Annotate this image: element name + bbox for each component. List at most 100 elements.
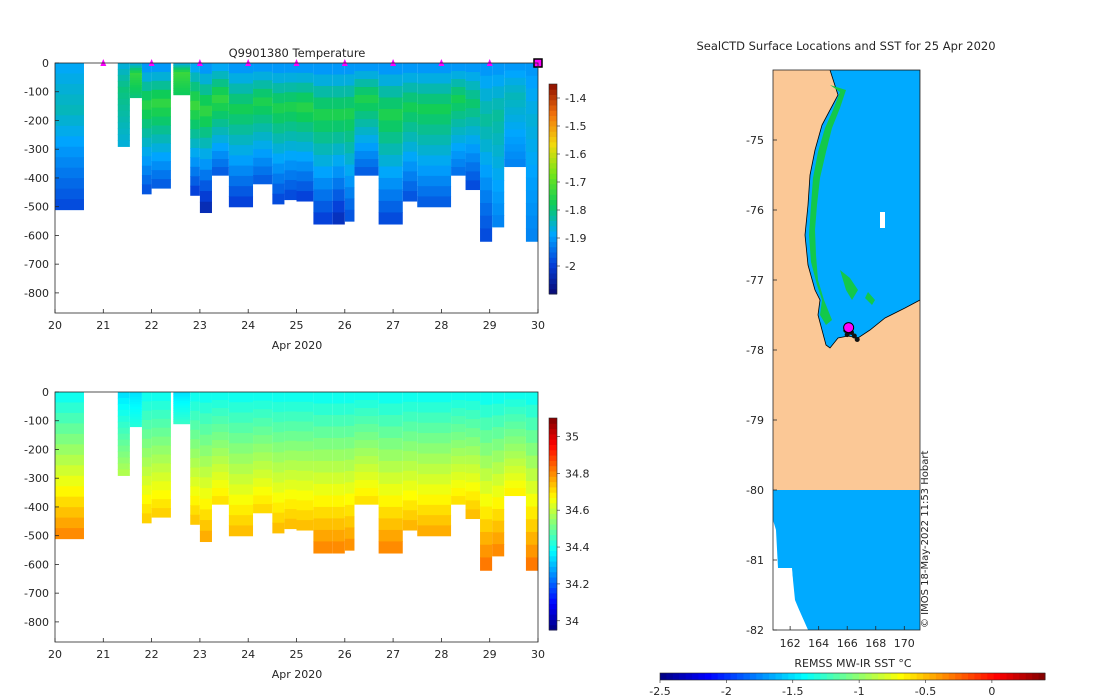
profile-cell: [465, 446, 481, 456]
profile-cell: [417, 104, 452, 115]
profile-cell: [313, 392, 333, 405]
profile-cell: [332, 143, 345, 156]
colorbar-tick-label: -2: [565, 260, 576, 273]
profile-cell: [55, 115, 84, 127]
profile-cell: [190, 486, 200, 497]
profile-cell: [480, 481, 493, 495]
profile-cell: [504, 414, 526, 423]
profile-cell: [151, 89, 171, 100]
profile-cell: [190, 119, 200, 130]
profile-cell: [296, 171, 314, 182]
profile-cell: [228, 73, 254, 85]
profile-cell: [190, 147, 200, 159]
colorbar-segment: [549, 283, 557, 290]
profile-cell: [417, 63, 452, 74]
map-title: SealCTD Surface Locations and SST for 25…: [696, 39, 995, 53]
profile-cell: [402, 82, 418, 94]
sst-colorbar-segment: [948, 673, 956, 680]
colorbar-segment: [549, 571, 557, 578]
profile-cell: [228, 474, 254, 485]
profile-cell: [272, 502, 285, 514]
y-tick-label: -600: [24, 229, 49, 242]
colorbar-segment: [549, 603, 557, 610]
profile-cell: [141, 466, 152, 477]
profile-cell: [492, 63, 505, 76]
profile-cell: [296, 112, 314, 123]
profile-cell: [296, 421, 314, 433]
profile-cell: [129, 70, 142, 74]
profile-cell: [451, 151, 466, 160]
profile-cell: [272, 103, 285, 114]
sst-colorbar-tick-label: -2: [721, 685, 732, 698]
colorbar-tick-label: -1.5: [565, 120, 586, 133]
y-tick-label: -400: [24, 172, 49, 185]
profile-cell: [173, 401, 191, 404]
x-tick-label: 24: [241, 319, 255, 332]
profile-cell: [55, 412, 84, 425]
colorbar-segment: [549, 566, 557, 573]
profile-cell: [272, 113, 285, 124]
profile-cell: [332, 189, 345, 202]
profile-cell: [332, 529, 345, 543]
profile-cell: [504, 480, 526, 489]
profile-cell: [525, 152, 538, 166]
profile-cell: [451, 103, 466, 112]
profile-cell: [332, 166, 345, 179]
sst-colorbar-tick-label: -1: [854, 685, 865, 698]
x-tick-label: 23: [193, 648, 207, 661]
colorbar-segment: [549, 220, 557, 227]
profile-cell: [173, 392, 191, 395]
profile-cell: [354, 448, 379, 457]
profile-cell: [451, 71, 466, 80]
colorbar-segment: [549, 508, 557, 514]
seal-position: [854, 337, 860, 342]
profile-cell: [117, 104, 130, 112]
y-tick-label: -700: [24, 587, 49, 600]
salinity-y-ticks: 0 -100 -200 -300 -400 -500 -600 -700 -800: [24, 386, 59, 629]
profile-cell: [402, 411, 418, 423]
profile-cell: [272, 412, 285, 423]
profile-cell: [55, 146, 84, 158]
profile-cell: [129, 72, 142, 76]
profile-cell: [129, 421, 142, 425]
profile-cell: [129, 414, 142, 418]
profile-cell: [272, 153, 285, 165]
profile-cell: [211, 103, 229, 112]
profile-cell: [465, 72, 481, 82]
profile-cell: [480, 113, 493, 128]
colorbar-segment: [549, 199, 557, 206]
map-y-tick-label: -80: [746, 484, 764, 497]
profile-cell: [313, 529, 333, 543]
profile-cell: [272, 482, 285, 494]
profile-cell: [465, 144, 481, 154]
profile-cell: [55, 444, 84, 456]
profile-cell: [173, 421, 191, 425]
y-tick-label: -100: [24, 415, 49, 428]
profile-cell: [129, 416, 142, 420]
profile-cell: [354, 103, 379, 112]
profile-cell: [378, 483, 403, 497]
profile-cell: [378, 212, 403, 225]
profile-cell: [55, 465, 84, 477]
colorbar-segment: [549, 204, 557, 211]
profile-cell: [525, 215, 538, 230]
sst-colorbar-segment: [935, 673, 943, 680]
profile-cell: [129, 392, 142, 396]
ross-sea-sst: [804, 70, 920, 349]
colorbar-segment: [549, 147, 557, 153]
colorbar-segment: [549, 173, 557, 179]
profile-cell: [190, 63, 200, 74]
sst-colorbar-segment: [660, 673, 667, 680]
colorbar-tick-label: 34: [565, 615, 579, 628]
profile-cell: [228, 412, 254, 424]
profile-cell: [492, 427, 505, 440]
profile-cell: [313, 495, 333, 508]
profile-cell: [313, 506, 333, 520]
sst-colorbar-segment: [858, 673, 866, 680]
profile-cell: [141, 420, 152, 430]
profile-cell: [525, 493, 538, 508]
profile-cell: [173, 72, 191, 75]
profile-cell: [296, 500, 314, 511]
profile-cell: [504, 114, 526, 123]
profile-cell: [272, 392, 285, 403]
